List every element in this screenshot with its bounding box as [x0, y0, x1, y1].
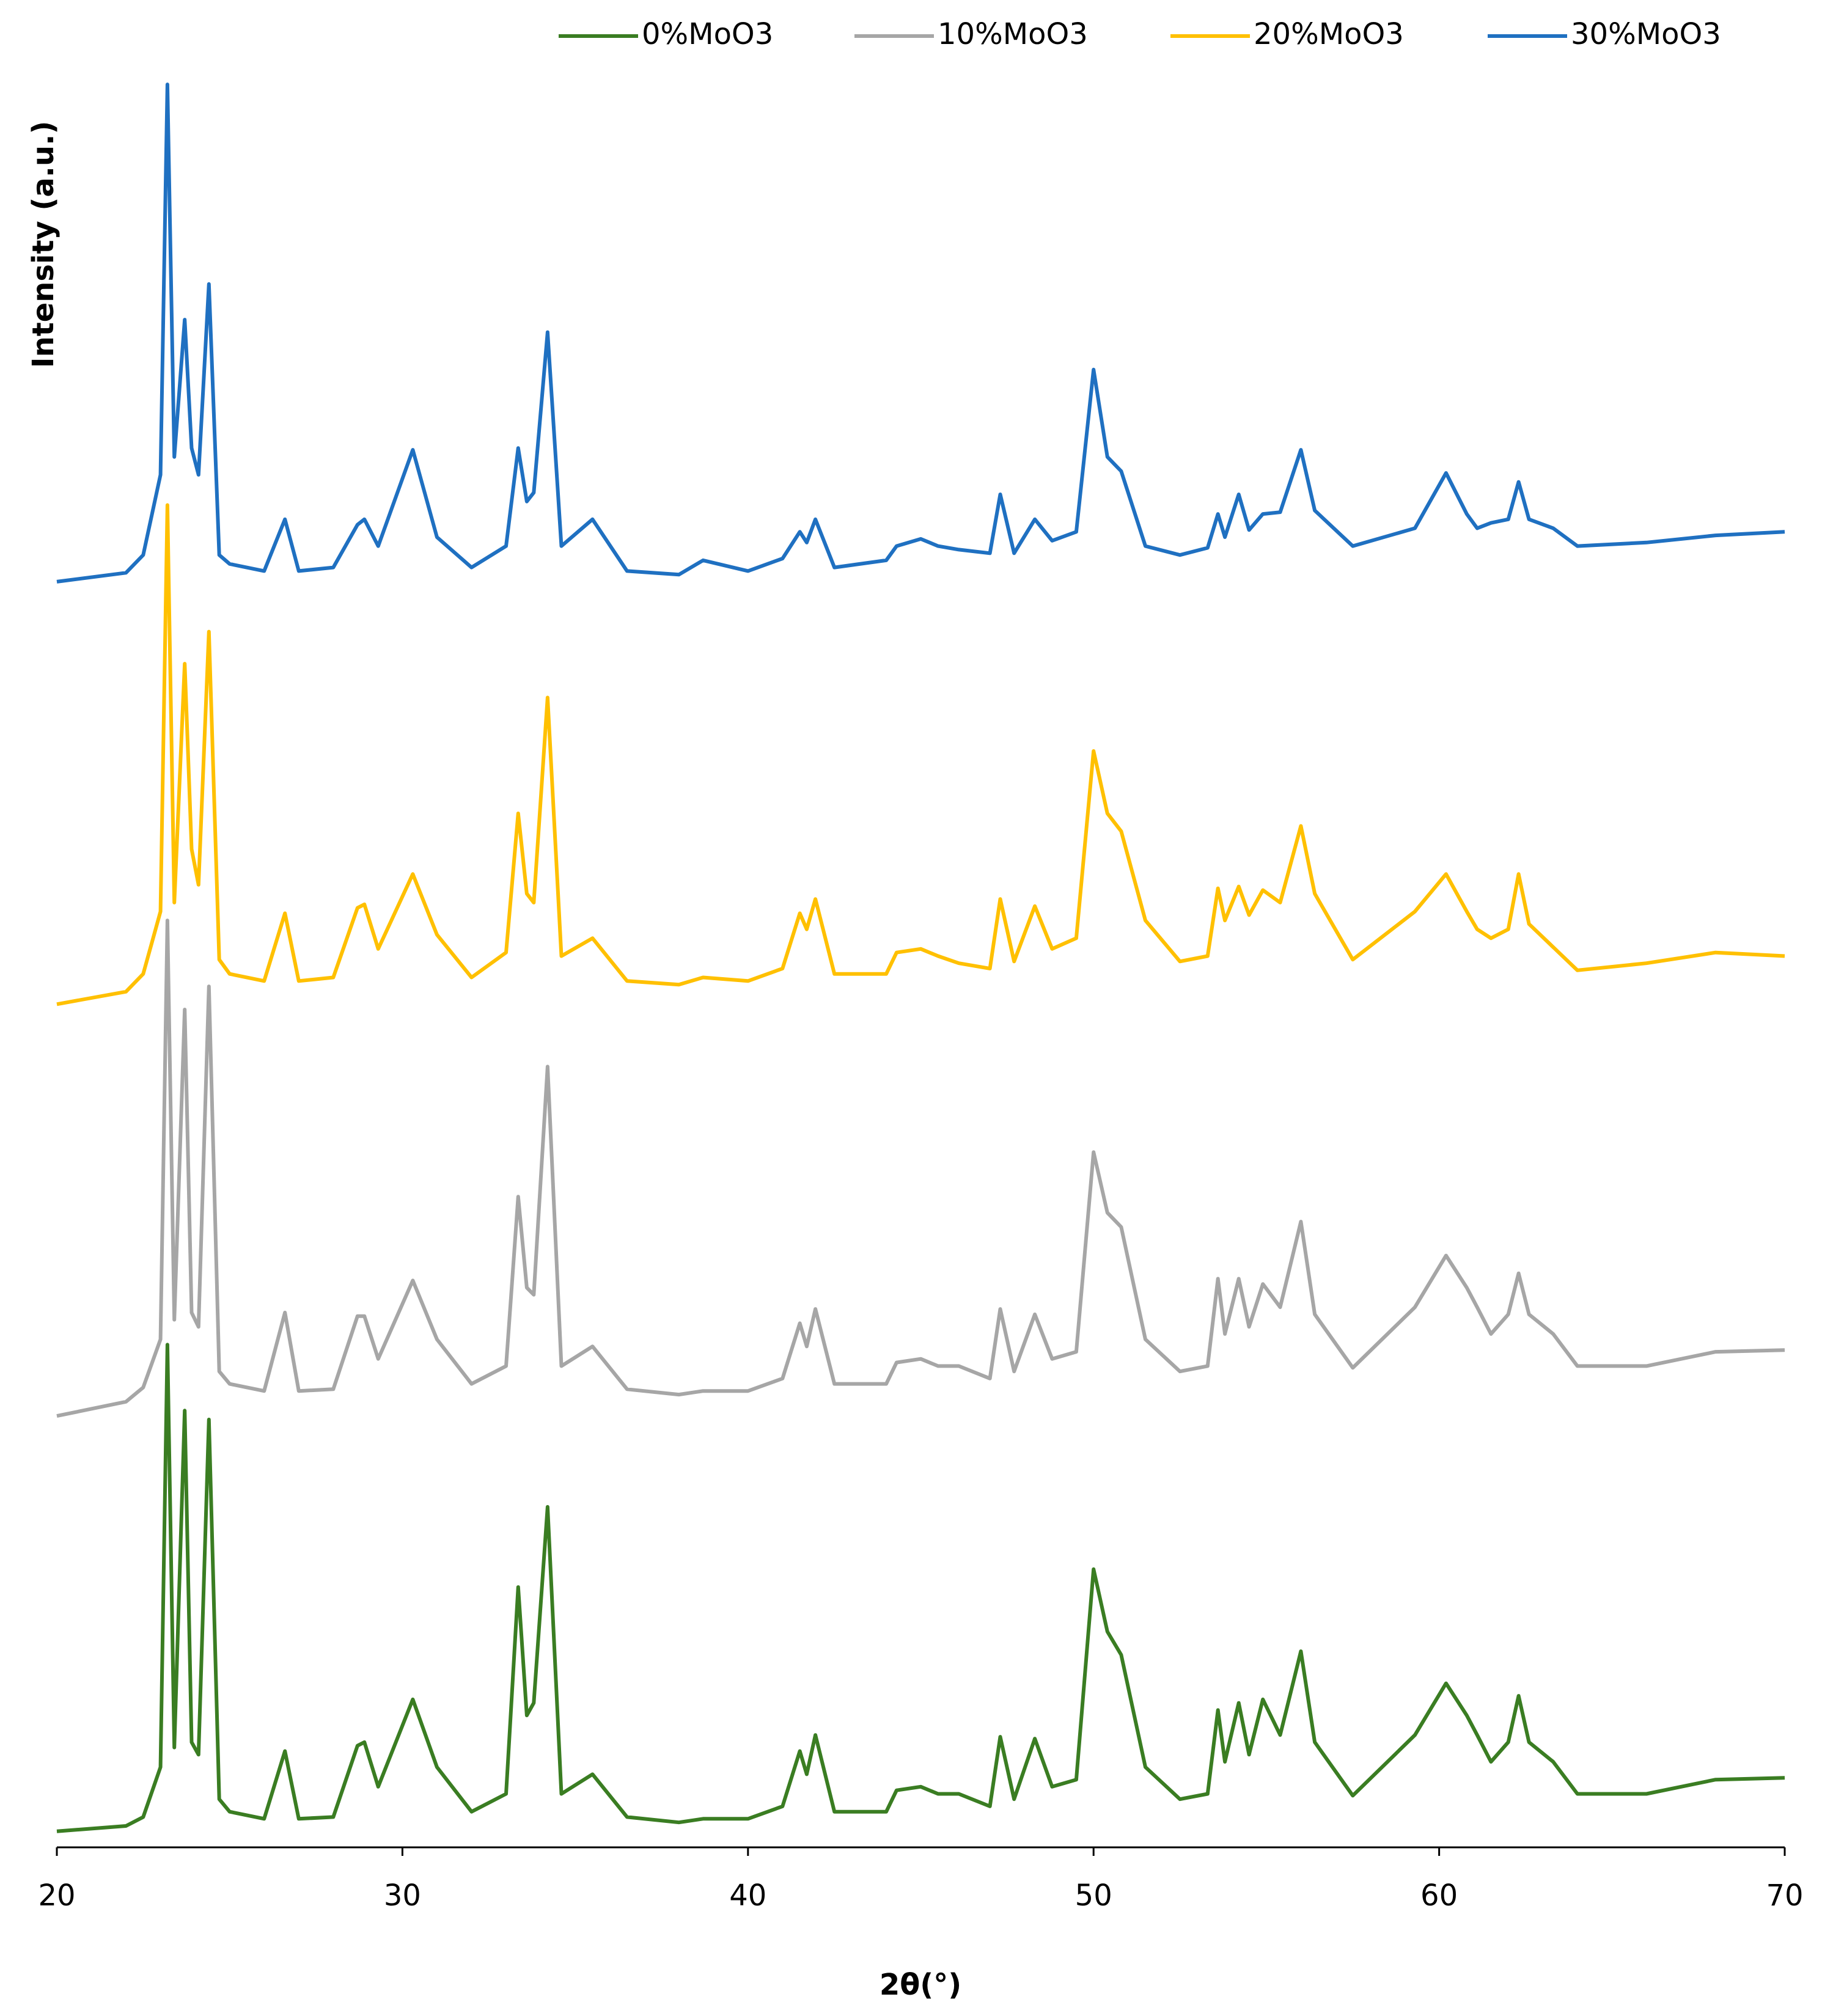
- series-line: [56, 503, 1785, 1006]
- legend-label: 30%MoO3: [1571, 17, 1721, 51]
- x-tick-label: 20: [38, 1879, 75, 1913]
- series-line: [56, 82, 1785, 584]
- x-tick-label: 50: [1075, 1879, 1112, 1913]
- y-axis-label: Intensity (a.u.): [26, 121, 61, 368]
- series-line: [56, 1343, 1785, 1833]
- legend-label: 0%MoO3: [642, 17, 773, 51]
- x-tick-label: 60: [1420, 1879, 1458, 1913]
- x-tick-label: 70: [1766, 1879, 1803, 1913]
- x-tick-label: 30: [384, 1879, 421, 1913]
- legend-label: 10%MoO3: [938, 17, 1088, 51]
- series-line: [56, 918, 1785, 1418]
- x-axis-label: 2θ(°): [880, 1968, 961, 2002]
- legend-label: 20%MoO3: [1254, 17, 1404, 51]
- x-tick-label: 40: [729, 1879, 766, 1913]
